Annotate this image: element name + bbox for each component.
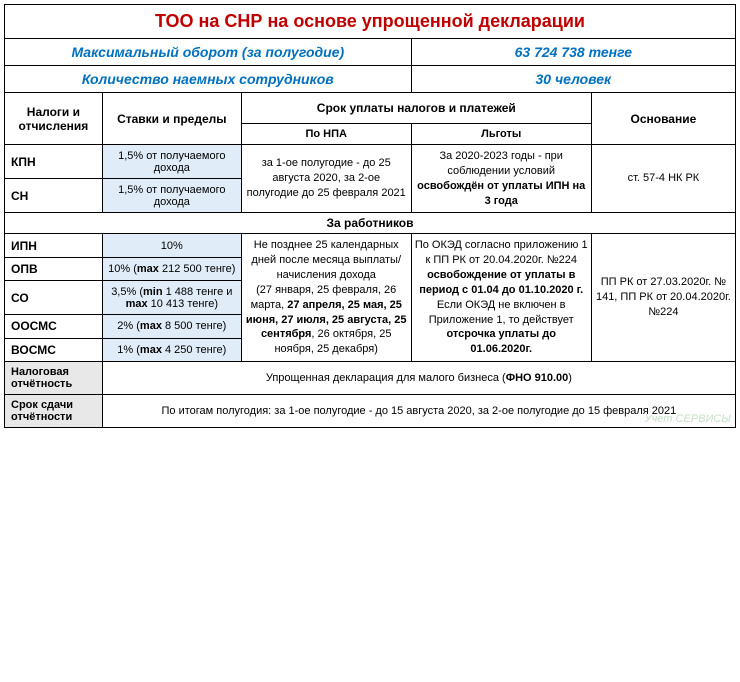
watermark: Учет СЕРВИСЫ (645, 413, 731, 425)
hdr-basis: Основание (591, 93, 735, 145)
hdr-npa: По НПА (241, 124, 411, 145)
rate-oosms: 2% (max 8 500 тенге) (102, 315, 241, 339)
rate-ipn: 10% (102, 234, 241, 258)
hdr-taxes: Налоги и отчисления (5, 93, 103, 145)
npa-main: за 1-ое полугодие - до 25 августа 2020, … (241, 145, 411, 213)
workers-section: За работников (5, 213, 736, 234)
row-sn: СН (5, 179, 103, 213)
basis-main: ст. 57-4 НК РК (591, 145, 735, 213)
deadline-value: По итогам полугодия: за 1-ое полугодие -… (102, 395, 735, 428)
turnover-value: 63 724 738 тенге (411, 39, 735, 66)
employees-label: Количество наемных сотрудников (5, 66, 412, 93)
row-ipn: ИПН (5, 234, 103, 258)
employees-value: 30 человек (411, 66, 735, 93)
hdr-benefits: Льготы (411, 124, 591, 145)
title: ТОО на СНР на основе упрощенной декларац… (5, 5, 736, 39)
row-vosms: ВОСМС (5, 338, 103, 362)
rate-kpn: 1,5% от получаемого дохода (102, 145, 241, 179)
deadline-label: Срок сдачи отчётности (5, 395, 103, 428)
benefit-workers: По ОКЭД согласно приложению 1 к ПП РК от… (411, 234, 591, 362)
row-opv: ОПВ (5, 257, 103, 281)
rate-sn: 1,5% от получаемого дохода (102, 179, 241, 213)
tax-table: ТОО на СНР на основе упрощенной декларац… (4, 4, 736, 428)
row-so: СО (5, 281, 103, 315)
basis-workers: ПП РК от 27.03.2020г. № 141, ПП РК от 20… (591, 234, 735, 362)
rate-so: 3,5% (min 1 488 тенге и max 10 413 тенге… (102, 281, 241, 315)
tax-report-label: Налоговая отчётность (5, 362, 103, 395)
hdr-deadlines: Срок уплаты налогов и платежей (241, 93, 591, 124)
hdr-rates: Ставки и пределы (102, 93, 241, 145)
rate-vosms: 1% (max 4 250 тенге) (102, 338, 241, 362)
turnover-label: Максимальный оборот (за полугодие) (5, 39, 412, 66)
tax-report-value: Упрощенная декларация для малого бизнеса… (102, 362, 735, 395)
rate-opv: 10% (max 212 500 тенге) (102, 257, 241, 281)
benefit-main: За 2020-2023 годы - при соблюдении услов… (411, 145, 591, 213)
npa-workers: Не позднее 25 календарных дней после мес… (241, 234, 411, 362)
row-oosms: ООСМС (5, 315, 103, 339)
row-kpn: КПН (5, 145, 103, 179)
